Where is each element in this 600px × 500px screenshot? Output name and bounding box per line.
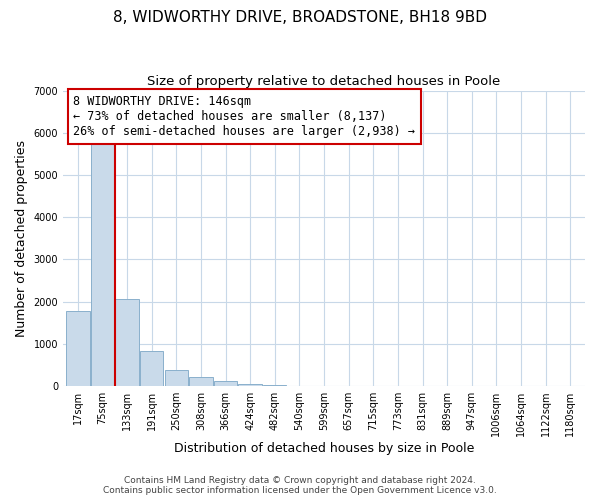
Title: Size of property relative to detached houses in Poole: Size of property relative to detached ho… — [148, 75, 500, 88]
Text: 8, WIDWORTHY DRIVE, BROADSTONE, BH18 9BD: 8, WIDWORTHY DRIVE, BROADSTONE, BH18 9BD — [113, 10, 487, 25]
X-axis label: Distribution of detached houses by size in Poole: Distribution of detached houses by size … — [174, 442, 474, 455]
Bar — [91, 144, 114, 386]
Bar — [189, 376, 212, 386]
Bar — [214, 382, 237, 386]
Bar — [115, 299, 139, 386]
Text: 8 WIDWORTHY DRIVE: 146sqm
← 73% of detached houses are smaller (8,137)
26% of se: 8 WIDWORTHY DRIVE: 146sqm ← 73% of detac… — [73, 95, 415, 138]
Bar — [66, 311, 89, 386]
Y-axis label: Number of detached properties: Number of detached properties — [15, 140, 28, 337]
Bar — [164, 370, 188, 386]
Text: Contains HM Land Registry data © Crown copyright and database right 2024.
Contai: Contains HM Land Registry data © Crown c… — [103, 476, 497, 495]
Bar — [263, 385, 286, 386]
Bar — [140, 351, 163, 386]
Bar — [238, 384, 262, 386]
